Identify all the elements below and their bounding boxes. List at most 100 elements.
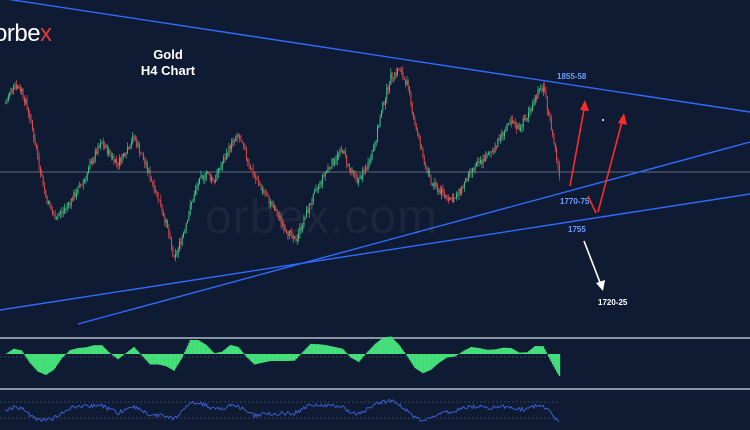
candle-body: [117, 162, 119, 166]
oscillator-bar: [275, 354, 277, 361]
bullish-arrow-1: [569, 100, 589, 187]
oscillator-bar: [469, 347, 471, 354]
oscillator-bar: [29, 354, 31, 363]
oscillator-bar: [553, 354, 555, 367]
oscillator-bar: [354, 354, 356, 360]
candle-body: [430, 175, 432, 184]
oscillator-bar: [279, 354, 281, 361]
candle-body: [422, 148, 424, 157]
oscillator-bar: [244, 354, 246, 356]
candle-body: [315, 188, 317, 191]
candle-body: [237, 134, 239, 136]
candle-body: [53, 213, 55, 215]
candle-body: [78, 184, 80, 188]
candle-body: [366, 169, 368, 171]
oscillator-bar: [169, 354, 172, 369]
oscillator-bar: [537, 346, 539, 354]
oscillator-bar: [192, 340, 194, 354]
oscillator-bar: [454, 354, 456, 357]
candle-body: [418, 133, 420, 138]
candle-body: [442, 188, 444, 192]
oscillator-bar: [491, 349, 494, 354]
candle-body: [97, 146, 99, 155]
candle-body: [49, 201, 51, 206]
oscillator-bar: [351, 354, 353, 359]
candle-body: [201, 175, 203, 177]
oscillator-bar: [426, 354, 428, 372]
candle-body: [338, 153, 340, 155]
oscillator-bar: [545, 351, 547, 354]
candle-body: [347, 163, 349, 165]
oscillator-bar: [232, 345, 234, 354]
candle-body: [195, 189, 197, 195]
candle-body: [489, 152, 491, 154]
candle-body: [370, 159, 372, 163]
oscillator-bar: [367, 351, 369, 354]
oscillator-bar: [299, 354, 301, 356]
oscillator-bar: [129, 349, 131, 354]
oscillator-bar: [340, 348, 343, 354]
candle-body: [245, 149, 247, 159]
candle-body: [27, 108, 29, 115]
candle-body: [544, 87, 546, 91]
oscillator-bar: [21, 350, 23, 354]
oscillator-bar: [145, 354, 147, 361]
oscillator-bar: [7, 352, 10, 354]
candle-body: [100, 142, 102, 148]
oscillator-bar: [141, 354, 143, 356]
oscillator-bar: [519, 352, 522, 354]
oscillator-bar: [422, 354, 424, 374]
candle-body: [184, 229, 186, 233]
watermark: orbex.com: [205, 191, 439, 244]
oscillator-bar: [277, 354, 280, 361]
oscillator-bar: [411, 354, 414, 364]
candle-body: [196, 186, 198, 190]
candle-body: [512, 120, 513, 124]
candle-body: [414, 118, 416, 125]
oscillator-bar: [475, 347, 478, 354]
candle-body: [536, 95, 538, 99]
candle-body: [517, 124, 519, 129]
oscillator-bar: [126, 351, 129, 354]
candle-body: [224, 158, 226, 160]
candle-body: [56, 217, 57, 220]
candle-body: [26, 99, 28, 109]
candle-body: [410, 93, 412, 103]
candle-body: [219, 168, 221, 170]
oscillator-bar: [333, 347, 336, 354]
candle-body: [14, 85, 16, 87]
candle-body: [354, 172, 356, 175]
level-label-mid: 1770-75: [560, 197, 590, 206]
oscillator-bar: [39, 354, 42, 373]
candle-body: [275, 209, 277, 211]
candle-body: [550, 118, 552, 130]
oscillator-bar: [383, 337, 386, 354]
oscillator-bar: [485, 349, 487, 354]
oscillator-bar: [327, 345, 329, 354]
oscillator-bar: [523, 352, 526, 354]
oscillator-bar: [180, 354, 182, 360]
candle-body: [261, 189, 263, 191]
candle-body: [211, 177, 213, 180]
candle-body: [240, 140, 242, 142]
oscillator-bar: [245, 354, 248, 357]
candle-body: [283, 223, 285, 230]
oscillator-bar: [94, 345, 97, 354]
candle-body: [150, 179, 152, 182]
oscillator-bar: [374, 344, 376, 354]
oscillator-bar: [323, 344, 325, 354]
oscillator-bar: [255, 354, 257, 365]
oscillator-bar: [474, 347, 476, 354]
candle-body: [500, 138, 501, 140]
candle-body: [239, 135, 241, 141]
oscillator-bar: [259, 354, 261, 364]
candle-body: [124, 153, 126, 157]
candle-body: [358, 178, 360, 183]
candle-body: [98, 146, 100, 148]
oscillator-bar: [247, 354, 249, 359]
candle-body: [260, 185, 262, 190]
candle-body: [263, 189, 265, 193]
oscillator-bar: [233, 345, 236, 354]
oscillator-bar: [459, 352, 462, 354]
